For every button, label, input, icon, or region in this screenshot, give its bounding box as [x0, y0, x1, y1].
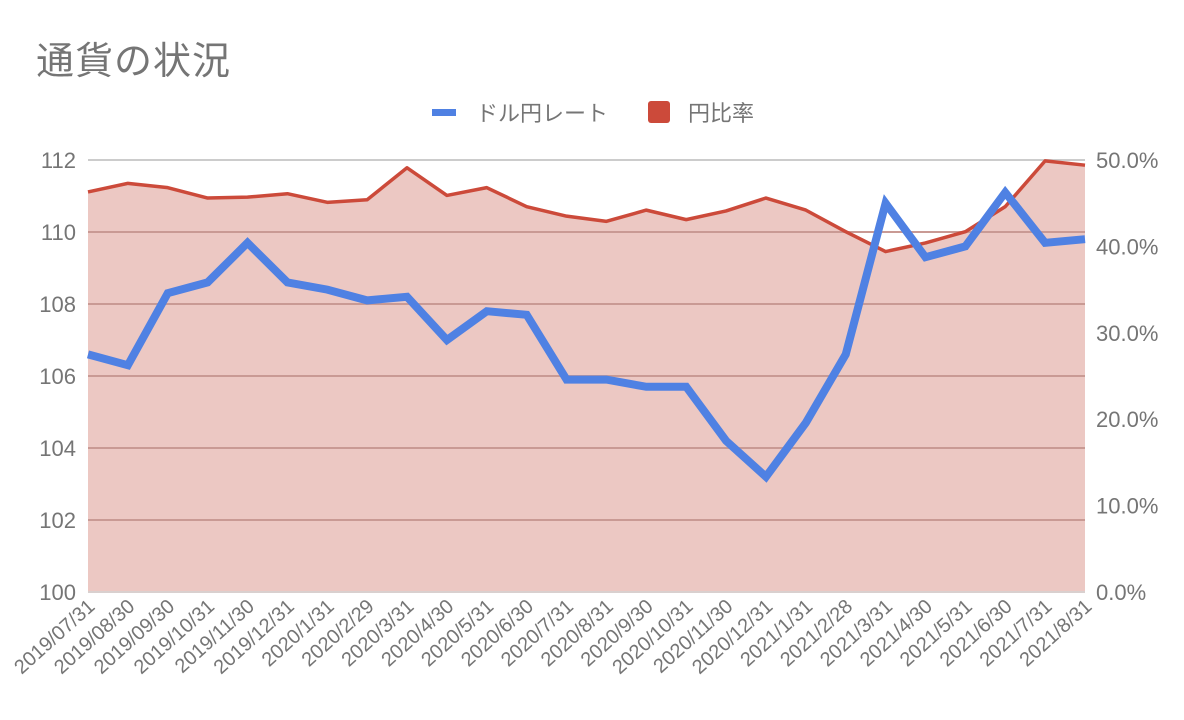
y2-axis-tick-label: 30.0%	[1096, 321, 1158, 346]
usdjpy-rate-line	[86, 185, 1086, 483]
y2-axis-tick-label: 20.0%	[1096, 407, 1158, 432]
y2-axis-tick-label: 50.0%	[1096, 148, 1158, 173]
legend-label: ドル円レート	[476, 102, 609, 127]
chart-title: 通貨の状況	[36, 39, 232, 83]
legend-item-yen-ratio[interactable]: 円比率	[648, 96, 754, 128]
y-axis-tick-label: 110	[41, 220, 76, 245]
y-axis-tick-label: 106	[39, 364, 76, 389]
legend-square-swatch-icon	[648, 101, 671, 123]
y-axis-tick-label: 112	[41, 148, 76, 173]
legend: ドル円レート 円比率	[432, 96, 794, 128]
y-axis-tick-label: 108	[39, 292, 76, 317]
y2-axis-tick-label: 10.0%	[1096, 494, 1158, 519]
y-axis-tick-label: 104	[39, 436, 76, 461]
legend-item-usdjpy[interactable]: ドル円レート	[432, 96, 608, 128]
y-axis-tick-label: 102	[39, 508, 76, 533]
legend-label: 円比率	[688, 102, 755, 127]
y2-axis-tick-label: 0.0%	[1096, 580, 1146, 605]
y2-axis-tick-label: 40.0%	[1096, 234, 1158, 259]
legend-line-swatch-icon	[432, 108, 456, 116]
y-axis-tick-label: 100	[39, 580, 76, 605]
